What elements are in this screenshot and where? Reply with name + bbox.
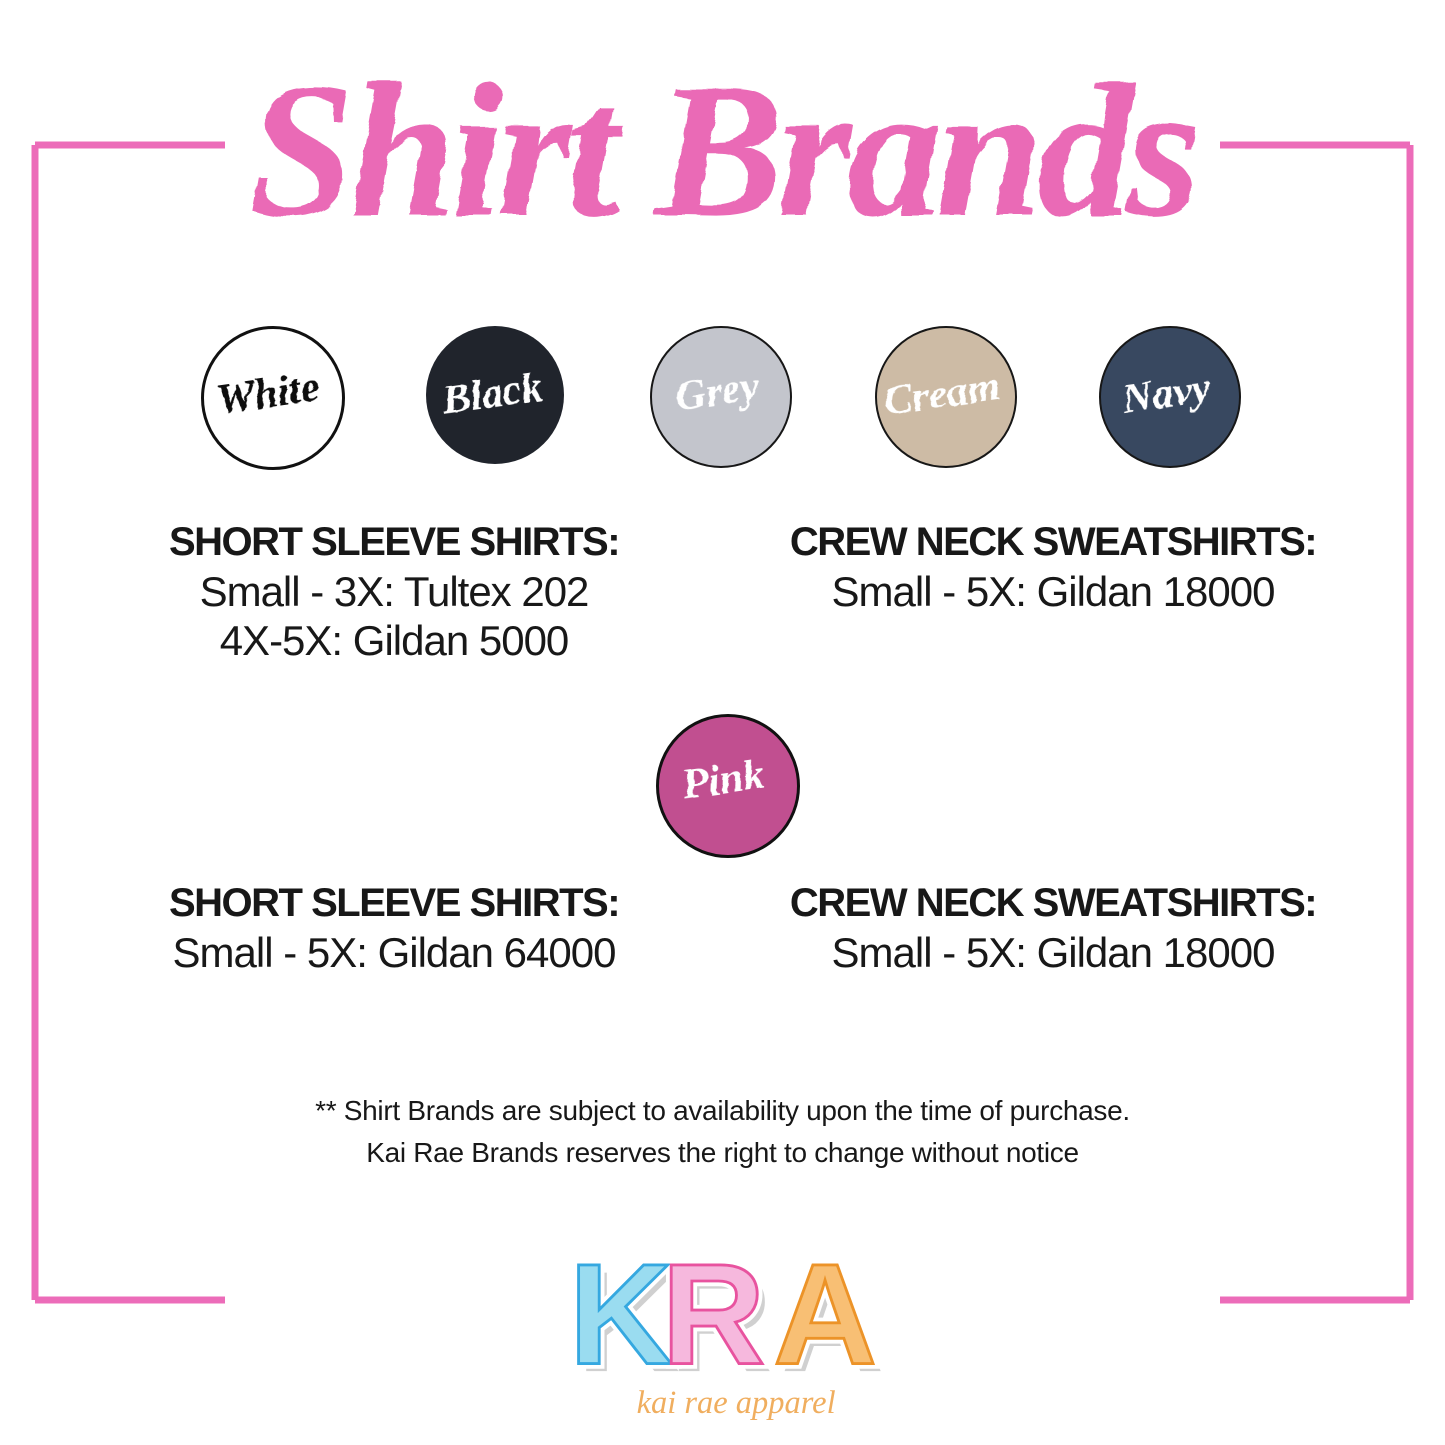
svg-text:A: A <box>773 1235 876 1395</box>
svg-text:Navy: Navy <box>1118 365 1213 423</box>
svg-text:K: K <box>569 1235 672 1395</box>
svg-text:Cream: Cream <box>881 363 1003 425</box>
svg-text:White: White <box>214 364 322 424</box>
svg-text:Black: Black <box>438 364 545 424</box>
svg-text:Grey: Grey <box>672 363 762 420</box>
svg-text:R: R <box>662 1235 765 1395</box>
svg-text:kai rae apparel: kai rae apparel <box>637 1385 836 1421</box>
svg-text:Pink: Pink <box>679 752 767 809</box>
